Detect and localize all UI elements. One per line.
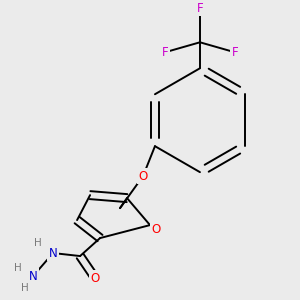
Text: O: O [90, 272, 100, 284]
Text: H: H [21, 283, 29, 293]
Text: O: O [138, 169, 148, 183]
Text: F: F [196, 2, 203, 15]
Text: O: O [152, 223, 160, 236]
Text: N: N [29, 269, 38, 283]
Text: H: H [34, 238, 42, 248]
Text: H: H [14, 263, 22, 273]
Text: N: N [49, 247, 58, 260]
Text: F: F [232, 46, 238, 59]
Text: F: F [162, 46, 168, 59]
